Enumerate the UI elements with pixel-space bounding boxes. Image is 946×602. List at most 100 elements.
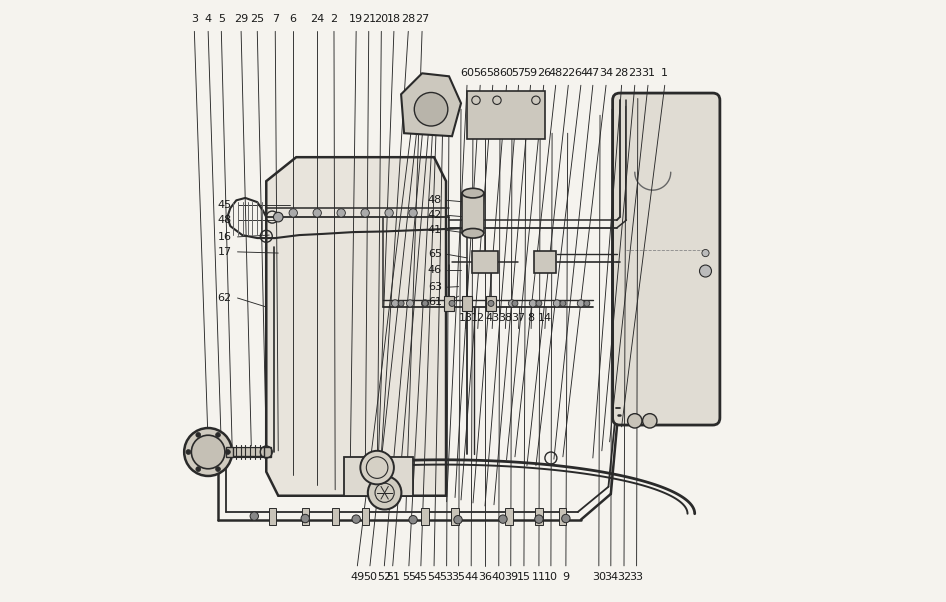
- Bar: [559, 507, 567, 524]
- Polygon shape: [401, 73, 461, 136]
- Text: 65: 65: [428, 249, 442, 259]
- Text: 37: 37: [512, 313, 526, 323]
- Bar: [225, 447, 233, 457]
- Text: 28: 28: [401, 14, 415, 24]
- Circle shape: [196, 467, 201, 471]
- PathPatch shape: [266, 157, 446, 496]
- Text: 4: 4: [204, 14, 212, 24]
- Ellipse shape: [463, 229, 483, 238]
- Circle shape: [398, 300, 404, 306]
- Text: 62: 62: [218, 293, 232, 303]
- Circle shape: [409, 209, 417, 217]
- Circle shape: [191, 435, 225, 469]
- Text: 55: 55: [402, 572, 416, 582]
- Text: 15: 15: [517, 572, 531, 582]
- Text: 36: 36: [478, 572, 492, 582]
- Circle shape: [702, 249, 710, 256]
- Text: 48: 48: [218, 215, 232, 225]
- Text: 48: 48: [549, 68, 563, 78]
- Text: 50: 50: [363, 572, 377, 582]
- Text: 11: 11: [532, 572, 546, 582]
- Text: 34: 34: [599, 68, 613, 78]
- Text: 7: 7: [272, 14, 279, 24]
- Bar: [486, 296, 496, 311]
- Bar: [505, 507, 513, 524]
- Text: 60: 60: [460, 68, 474, 78]
- Text: 20: 20: [375, 14, 389, 24]
- Bar: [332, 507, 339, 524]
- Text: 59: 59: [523, 68, 537, 78]
- Text: 45: 45: [218, 200, 232, 210]
- Circle shape: [508, 300, 516, 307]
- Circle shape: [361, 209, 369, 217]
- Circle shape: [289, 209, 297, 217]
- Circle shape: [627, 414, 642, 428]
- Text: 31: 31: [641, 68, 655, 78]
- Text: 10: 10: [544, 572, 558, 582]
- Circle shape: [512, 300, 518, 306]
- Bar: [535, 507, 542, 524]
- Text: 60: 60: [499, 68, 514, 78]
- Text: 26: 26: [536, 68, 551, 78]
- Bar: [344, 457, 413, 496]
- Text: 33: 33: [630, 572, 643, 582]
- Circle shape: [368, 476, 401, 509]
- Circle shape: [560, 300, 566, 306]
- Text: 56: 56: [473, 68, 487, 78]
- Circle shape: [449, 300, 455, 306]
- Circle shape: [196, 432, 201, 437]
- Text: 61: 61: [428, 297, 442, 307]
- Circle shape: [454, 515, 463, 524]
- FancyBboxPatch shape: [613, 93, 720, 425]
- Circle shape: [301, 514, 309, 523]
- Text: 46: 46: [428, 265, 442, 275]
- Circle shape: [464, 300, 470, 307]
- Text: 34: 34: [604, 572, 618, 582]
- Text: 45: 45: [413, 572, 428, 582]
- Circle shape: [407, 300, 413, 307]
- Text: 6: 6: [289, 14, 297, 24]
- Text: 19: 19: [349, 14, 363, 24]
- Circle shape: [352, 515, 360, 523]
- Text: 43: 43: [485, 313, 499, 323]
- Bar: [534, 251, 555, 273]
- Text: 58: 58: [485, 68, 499, 78]
- Text: 17: 17: [218, 247, 232, 257]
- Text: 14: 14: [538, 313, 552, 323]
- Text: 53: 53: [440, 572, 454, 582]
- Circle shape: [499, 515, 507, 523]
- Circle shape: [562, 514, 570, 523]
- Text: 54: 54: [427, 572, 441, 582]
- Circle shape: [184, 428, 232, 476]
- Circle shape: [536, 300, 542, 306]
- Text: 30: 30: [592, 572, 605, 582]
- Circle shape: [553, 300, 560, 307]
- Text: 16: 16: [218, 232, 232, 242]
- Bar: [445, 296, 454, 311]
- Text: 64: 64: [574, 68, 587, 78]
- Circle shape: [487, 300, 495, 307]
- Text: 9: 9: [562, 572, 569, 582]
- Circle shape: [699, 265, 711, 277]
- Text: 2: 2: [330, 14, 338, 24]
- Circle shape: [446, 300, 452, 307]
- Ellipse shape: [463, 188, 483, 198]
- Bar: [451, 507, 459, 524]
- Text: 13: 13: [459, 313, 473, 323]
- Bar: [463, 296, 472, 311]
- Circle shape: [273, 213, 283, 222]
- Circle shape: [313, 209, 322, 217]
- Circle shape: [250, 512, 258, 520]
- Bar: [264, 447, 272, 457]
- Text: 49: 49: [350, 572, 364, 582]
- Text: 57: 57: [512, 68, 526, 78]
- Bar: [463, 193, 483, 234]
- Text: 63: 63: [428, 282, 442, 292]
- Bar: [269, 507, 276, 524]
- Circle shape: [360, 451, 394, 485]
- Text: 28: 28: [615, 68, 629, 78]
- Circle shape: [488, 300, 494, 306]
- Text: 52: 52: [377, 572, 392, 582]
- Text: 51: 51: [386, 572, 400, 582]
- Circle shape: [584, 300, 590, 306]
